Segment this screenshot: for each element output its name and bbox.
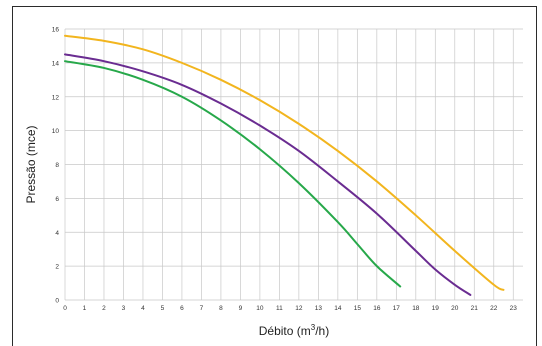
x-tick-label-21: 21 (471, 305, 479, 312)
x-tick-label-2: 2 (102, 305, 106, 312)
series-group (64, 34, 505, 296)
y-tick-label-3: 6 (55, 196, 59, 203)
x-tick-label-8: 8 (219, 305, 223, 312)
y-tick-labels: 0 2 4 6 8 10 12 14 16 (52, 27, 60, 305)
x-tick-label-19: 19 (432, 305, 440, 312)
x-tick-label-0: 0 (63, 305, 67, 312)
x-tick-label-12: 12 (295, 305, 303, 312)
x-tick-labels: 0 1 2 3 4 5 6 7 8 9 10 11 12 13 14 15 16 17 18 19 20 21 22 23 (63, 305, 517, 312)
series-line-1 (64, 53, 472, 296)
y-axis-label: Pressão (mce) (24, 125, 38, 203)
y-tick-label-8: 16 (52, 27, 60, 34)
x-tick-label-6: 6 (180, 305, 184, 312)
x-tick-label-22: 22 (490, 305, 498, 312)
y-tick-label-0: 0 (55, 298, 59, 305)
y-tick-label-5: 10 (52, 128, 60, 135)
x-tick-label-13: 13 (315, 305, 323, 312)
x-tick-label-4: 4 (141, 305, 145, 312)
x-tick-label-10: 10 (256, 305, 264, 312)
x-tick-label-15: 15 (354, 305, 362, 312)
x-tick-label-7: 7 (200, 305, 204, 312)
x-tick-label-20: 20 (451, 305, 459, 312)
chart-frame: 0 2 4 6 8 10 12 14 16 0 1 2 3 4 5 6 7 8 9 10 11 12 13 14 15 16 17… (12, 6, 537, 346)
x-axis-label-tail: /h) (315, 324, 329, 338)
y-tick-label-1: 2 (55, 264, 59, 271)
y-tick-label-4: 8 (55, 162, 59, 169)
x-tick-label-23: 23 (510, 305, 518, 312)
x-axis-label-sup: 3 (311, 323, 316, 332)
x-tick-label-5: 5 (161, 305, 165, 312)
x-tick-label-17: 17 (393, 305, 401, 312)
series-line-0 (64, 34, 505, 291)
y-tick-label-2: 4 (55, 230, 59, 237)
x-tick-label-16: 16 (373, 305, 381, 312)
x-tick-label-18: 18 (412, 305, 420, 312)
x-tick-label-3: 3 (122, 305, 126, 312)
grid (64, 28, 523, 301)
x-tick-label-14: 14 (334, 305, 342, 312)
y-tick-label-6: 12 (52, 94, 60, 101)
y-tick-label-7: 14 (52, 60, 60, 67)
x-tick-label-1: 1 (83, 305, 87, 312)
x-axis-label-base: Débito (m (259, 324, 311, 338)
series-line-2 (64, 60, 402, 288)
x-tick-label-11: 11 (276, 305, 283, 312)
x-tick-label-9: 9 (239, 305, 243, 312)
x-axis-label: Débito (m3/h) (259, 323, 329, 338)
